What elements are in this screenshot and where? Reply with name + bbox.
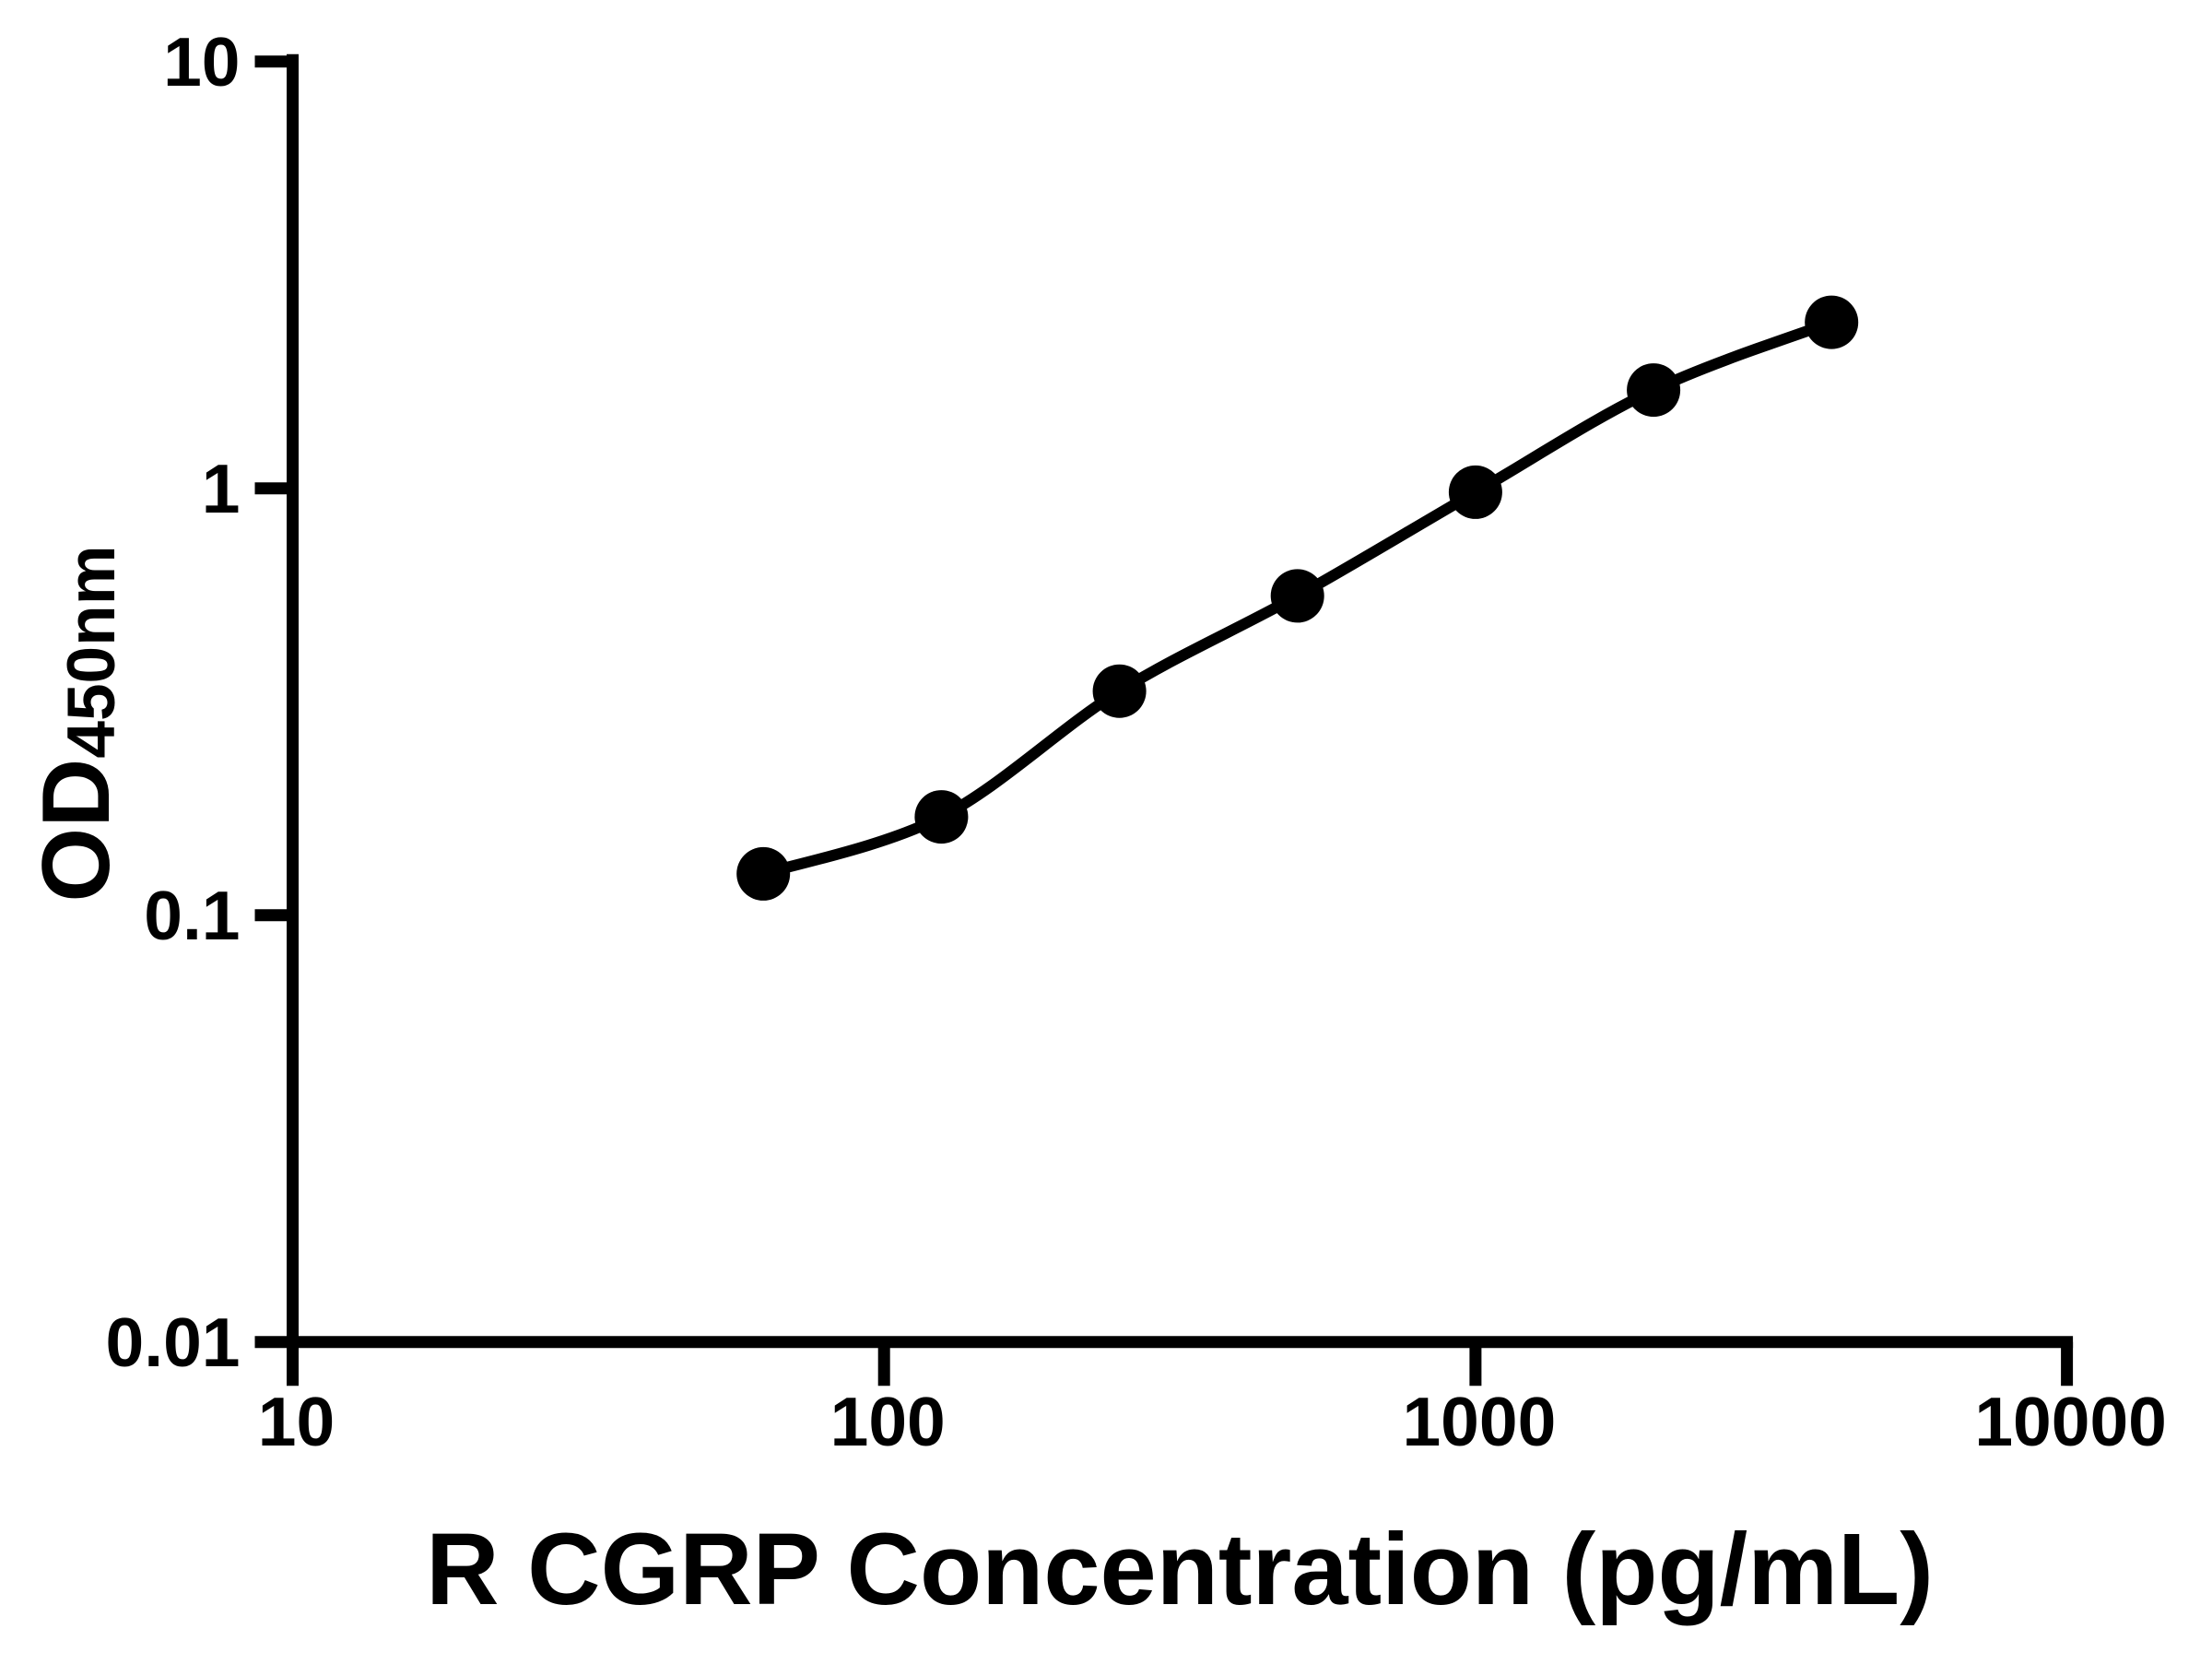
data-point-marker [1627,363,1681,418]
x-tick-label: 10 [258,1383,335,1460]
axes [287,53,2074,1349]
y-axis-title-subscript: 450nm [54,545,129,758]
x-tick-label: 1000 [1402,1383,1556,1460]
data-point-marker [914,790,969,844]
data-point-marker [1270,569,1324,623]
x-tick-label: 100 [830,1383,946,1460]
data-point-marker [1448,465,1502,519]
standard-curve-series [736,295,1859,901]
tick-labels: 0.01 0.1 1 10 10 100 1000 10000 [106,23,2167,1460]
x-tick-label: 10000 [1974,1383,2167,1460]
y-axis-title: OD450nm [23,545,130,902]
x-axis-title: R CGRP Concentration (pg/mL) [426,1513,1934,1626]
y-tick-label: 10 [163,23,240,100]
data-point-marker [1092,664,1147,718]
y-tick-label: 0.1 [144,877,240,954]
y-axis-title-main: OD [23,759,130,903]
y-tick-label: 1 [202,450,241,527]
tick-marks [254,55,2074,1387]
data-points [736,295,1859,901]
data-point-marker [1805,295,1859,349]
y-tick-label: 0.01 [106,1304,241,1381]
data-point-marker [736,846,791,901]
